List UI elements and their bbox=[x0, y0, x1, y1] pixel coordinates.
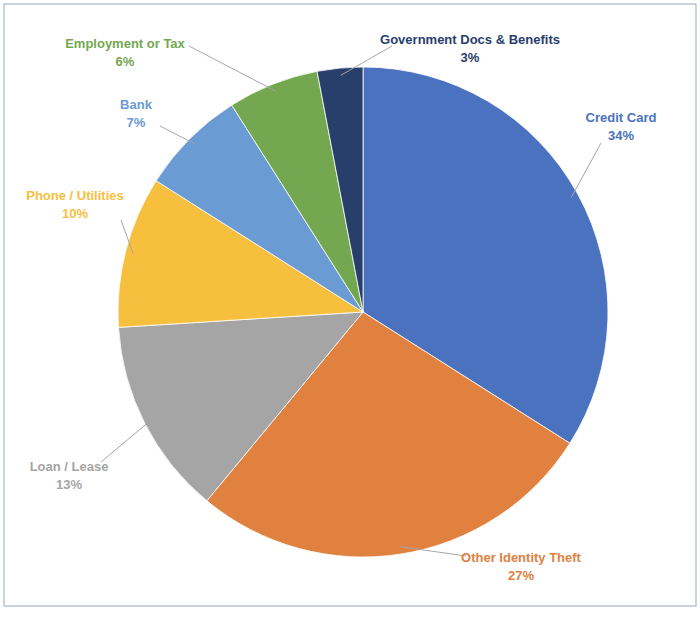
slice-value: 13% bbox=[56, 477, 82, 492]
slice-label: Government Docs & Benefits bbox=[380, 32, 560, 47]
slice-value: 7% bbox=[127, 115, 146, 130]
leader-line bbox=[341, 46, 392, 75]
pie-slice bbox=[317, 67, 363, 312]
leader-line bbox=[189, 46, 276, 91]
slice-label: Credit Card bbox=[586, 110, 657, 125]
chart-container: Credit Card 34% Other Identity Theft 27% Loa… bbox=[0, 0, 700, 623]
leader-line bbox=[160, 126, 195, 144]
slice-value: 27% bbox=[508, 568, 534, 583]
leader-lines bbox=[101, 46, 601, 556]
leader-line bbox=[121, 220, 133, 253]
leader-line bbox=[571, 143, 601, 198]
slice-value: 3% bbox=[461, 50, 480, 65]
slice-label: Other Identity Theft bbox=[461, 550, 582, 565]
chart-frame bbox=[4, 4, 696, 606]
slice-label: Employment or Tax bbox=[65, 36, 185, 51]
pie-slice bbox=[118, 312, 363, 501]
slice-value: 6% bbox=[116, 54, 135, 69]
slice-label: Bank bbox=[120, 97, 153, 112]
leader-line bbox=[101, 420, 151, 462]
labels: Credit Card 34% Other Identity Theft 27% Loa… bbox=[26, 32, 656, 583]
slice-value: 10% bbox=[62, 206, 88, 221]
slice-label: Phone / Utilities bbox=[26, 188, 124, 203]
pie-chart: Credit Card 34% Other Identity Theft 27% Loa… bbox=[0, 0, 700, 623]
slice-label: Loan / Lease bbox=[30, 459, 109, 474]
slice-value: 34% bbox=[608, 128, 634, 143]
leader-line bbox=[400, 547, 466, 556]
slices bbox=[118, 67, 608, 557]
